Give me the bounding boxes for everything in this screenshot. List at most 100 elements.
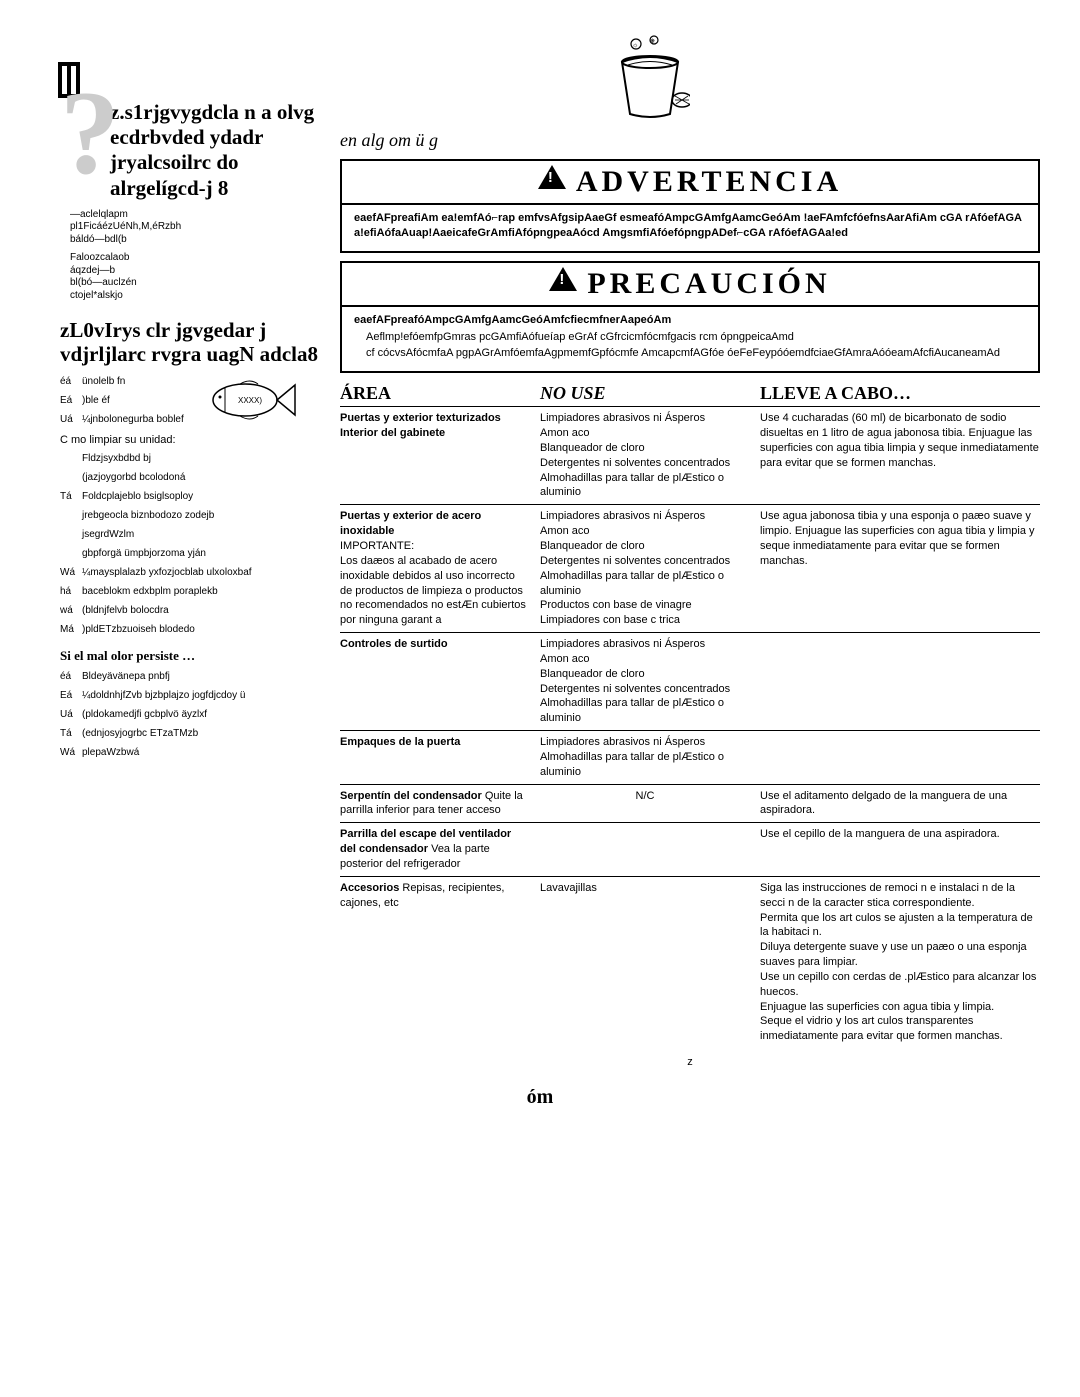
- table-header: ÁREA NO USE LLEVE A CABO…: [340, 383, 1040, 407]
- list-text: jrebgeocla biznbodozo zodejb: [82, 509, 320, 522]
- left-para-1: —aclelqlapm pl1FicáézUéNh,M,éRzbh báldó—…: [70, 209, 320, 247]
- list-number: Wá: [60, 566, 82, 579]
- caution-box: PRECAUCIÓN eaefAFpreafóAmpcGAmfgAamcGeóA…: [340, 261, 1040, 374]
- cell-nouse: Limpiadores abrasivos ni Ásperos Almohad…: [540, 735, 760, 780]
- list-item: jsegrdWzlm: [60, 528, 320, 541]
- list-text: Bldeyävänepa pnbfj: [82, 670, 320, 683]
- list-number: Má: [60, 623, 82, 636]
- table-row: Puertas y exterior texturizadosInterior …: [340, 407, 1040, 505]
- list-block-2: Fldzjsyxbdbd bj(jazjoygorbd bcolodonáTáF…: [60, 452, 320, 636]
- table-row: Empaques de la puerta Limpiadores abrasiv…: [340, 731, 1040, 785]
- caution-triangle-icon: [549, 267, 577, 291]
- fish-icon: XXXX): [200, 375, 300, 425]
- list-number: éá: [60, 375, 82, 388]
- warning-title: ADVERTENCIA: [342, 163, 1038, 205]
- list-block-3: éáBldeyävänepa pnbfjEá¼doldnhjfZvb bjzbp…: [60, 670, 320, 759]
- list-number: Tá: [60, 727, 82, 740]
- warning-title-text: ADVERTENCIA: [576, 165, 842, 198]
- list-text: baceblokm edxbplm poraplekb: [82, 585, 320, 598]
- warning-triangle-icon: [538, 165, 566, 189]
- left-para-2: Faloozcalaob áqzdej—b bl(bó—auclzén ctoj…: [70, 252, 320, 302]
- bucket-icon: ☼ ❋: [610, 30, 690, 120]
- caution-title-text: PRECAUCIÓN: [587, 267, 830, 300]
- list-number: [60, 452, 82, 465]
- svg-text:☼: ☼: [632, 42, 638, 49]
- cell-area: Puertas y exterior texturizadosInterior …: [340, 411, 540, 500]
- list-item: gbpforgä ümpbjorzoma yján: [60, 547, 320, 560]
- left-column: ? z.s1rjgvygdcla n a olvg ecdrbvded ydad…: [40, 30, 320, 1068]
- list-number: [60, 528, 82, 541]
- area-combo: Parrilla del escape del ventilador del c…: [340, 828, 511, 870]
- list-item: TáFoldcplajeblo bsiglsoploy: [60, 490, 320, 503]
- area-bold: Empaques de la puerta: [340, 735, 530, 750]
- list-item: Fldzjsyxbdbd bj: [60, 452, 320, 465]
- list-text: Foldcplajeblo bsiglsoploy: [82, 490, 320, 503]
- svg-text:XXXX): XXXX): [238, 396, 262, 405]
- cell-area: Accesorios Repisas, recipientes, cajones…: [340, 881, 540, 1044]
- cell-nouse: Limpiadores abrasivos ni Ásperos Amon ac…: [540, 411, 760, 500]
- caution-body: eaefAFpreafóAmpcGAmfgAamcGeóAmfcfiecmfne…: [342, 313, 1038, 362]
- list-number: [60, 547, 82, 560]
- list-item: hábaceblokm edxbplm poraplekb: [60, 585, 320, 598]
- list-number: [60, 471, 82, 484]
- col-do: LLEVE A CABO…: [760, 383, 1040, 404]
- list-item: WáplepaWzbwá: [60, 746, 320, 759]
- page-number: óm: [40, 1086, 1040, 1109]
- table-row: Parrilla del escape del ventilador del c…: [340, 823, 1040, 877]
- list-item: éáBldeyävänepa pnbfj: [60, 670, 320, 683]
- table-row: Serpentín del condensador Quite la parri…: [340, 785, 1040, 824]
- right-column: ☼ ❋ en alg om ü g ADVERTENCIA eaefAFprea…: [340, 30, 1040, 1068]
- list-item: (jazjoygorbd bcolodoná: [60, 471, 320, 484]
- cell-area: Parrilla del escape del ventilador del c…: [340, 827, 540, 872]
- list-number: éá: [60, 670, 82, 683]
- cell-nouse: Limpiadores abrasivos ni Ásperos Amon ac…: [540, 637, 760, 726]
- cell-nouse: Lavavajillas: [540, 881, 760, 1044]
- area-combo: Accesorios Repisas, recipientes, cajones…: [340, 882, 504, 909]
- tips-heading: zL0vIrys clr jgvgedar j vdjrljlarc rvgra…: [60, 318, 320, 366]
- list-text: )pldETzbzuoiseh blodedo: [82, 623, 320, 636]
- list-item: Eá¼doldnhjfZvb bjzbplajzo jogfdjcdoy ü: [60, 689, 320, 702]
- footer-z: z: [340, 1056, 1040, 1068]
- area-rest: IMPORTANTE: Los daæos al acabado de acer…: [340, 539, 530, 628]
- cell-area: Puertas y exterior de acero inoxidableIM…: [340, 509, 540, 628]
- table-row: Puertas y exterior de acero inoxidableIM…: [340, 505, 1040, 633]
- list-text: (jazjoygorbd bcolodoná: [82, 471, 320, 484]
- caution-lead: eaefAFpreafóAmpcGAmfgAamcGeóAmfcfiecmfne…: [354, 314, 671, 326]
- list-number: Eá: [60, 689, 82, 702]
- list-text: ¼doldnhjfZvb bjzbplajzo jogfdjcdoy ü: [82, 689, 320, 702]
- area-bold: Puertas y exterior texturizados: [340, 411, 530, 426]
- list-number: Tá: [60, 490, 82, 503]
- warning-body: eaefAFpreafiAm ea!emfAó⌐rap emfvsAfgsipA…: [342, 211, 1038, 241]
- list-number: Wá: [60, 746, 82, 759]
- table-row: Accesorios Repisas, recipientes, cajones…: [340, 877, 1040, 1048]
- question-mark-icon: ?: [60, 85, 120, 181]
- hint-text: en alg om ü g: [340, 130, 1040, 151]
- question-heading: z.s1rjgvygdcla n a olvg ecdrbvded ydadr …: [110, 100, 320, 201]
- table-body: Puertas y exterior texturizadosInterior …: [340, 407, 1040, 1048]
- list-item: Tá(ednjosyjogrbc ETzaTMzb: [60, 727, 320, 740]
- warning-box: ADVERTENCIA eaefAFpreafiAm ea!emfAó⌐rap …: [340, 159, 1040, 253]
- cell-area: Controles de surtido: [340, 637, 540, 726]
- list-number: Uá: [60, 708, 82, 721]
- caution-title: PRECAUCIÓN: [342, 265, 1038, 307]
- cell-area: Empaques de la puerta: [340, 735, 540, 780]
- cell-do: [760, 637, 1040, 726]
- list-number: [60, 509, 82, 522]
- list-item: jrebgeocla biznbodozo zodejb: [60, 509, 320, 522]
- caution-item-1: Aeflmp!efóemfpGmras pcGAmfiAófueíap eGrA…: [354, 330, 1026, 345]
- cell-do: [760, 735, 1040, 780]
- col-area: ÁREA: [340, 383, 540, 404]
- persist-heading: Si el mal olor persiste …: [60, 648, 320, 664]
- cell-nouse: N/C: [540, 789, 760, 819]
- caution-item-2: cf cócvsAfócmfaA pgpAGrAmfóemfaAgpmemfGp…: [354, 346, 1026, 361]
- cell-do: Use el cepillo de la manguera de una asp…: [760, 827, 1040, 872]
- list-item: Wá¼maysplalazb yxfozjocblab ulxoloxbaf: [60, 566, 320, 579]
- table-row: Controles de surtidoLimpiadores abrasivo…: [340, 633, 1040, 731]
- cell-do: Siga las instrucciones de remoci n e ins…: [760, 881, 1040, 1044]
- area-bold-2: Interior del gabinete: [340, 426, 530, 441]
- list-text: jsegrdWzlm: [82, 528, 320, 541]
- cell-do: Use 4 cucharadas (60 ml) de bicarbonato …: [760, 411, 1040, 500]
- svg-text:❋: ❋: [650, 38, 655, 45]
- cleaning-table: ÁREA NO USE LLEVE A CABO… Puertas y exte…: [340, 383, 1040, 1048]
- cell-area: Serpentín del condensador Quite la parri…: [340, 789, 540, 819]
